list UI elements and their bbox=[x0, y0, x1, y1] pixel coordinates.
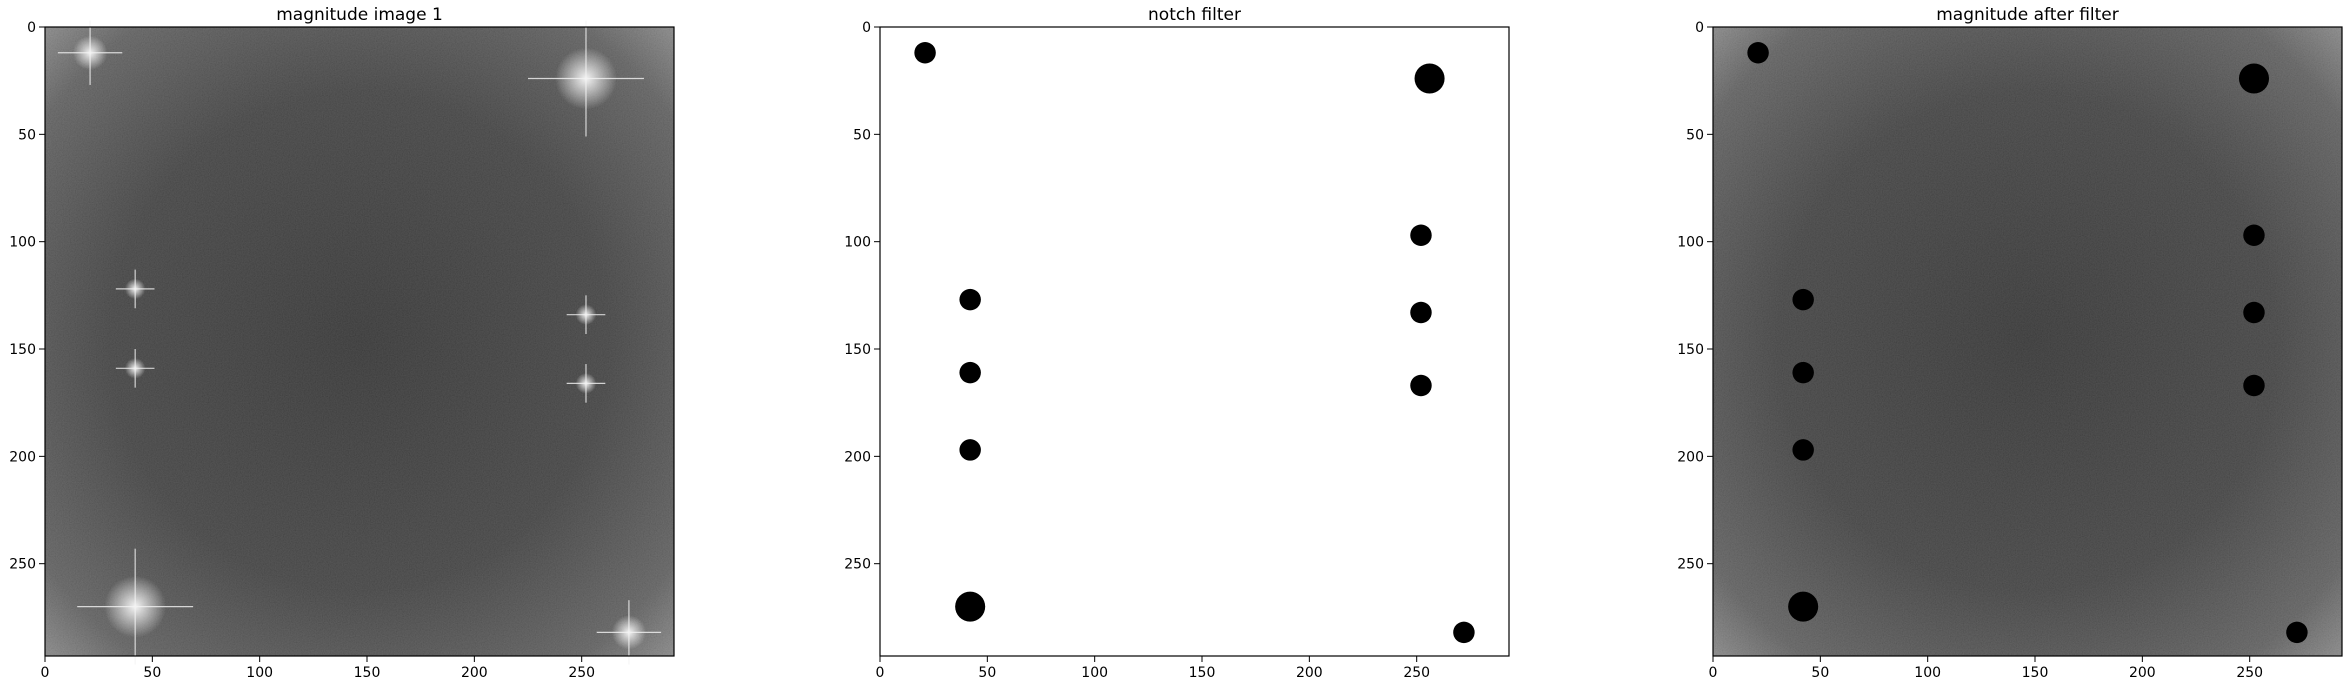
notch-disk bbox=[2243, 301, 2265, 324]
notch-disk bbox=[2243, 224, 2265, 246]
notch-disk bbox=[959, 361, 981, 384]
x-tick-label: 50 bbox=[143, 665, 161, 681]
y-tick-label: 100 bbox=[844, 235, 871, 251]
notch-disk bbox=[1792, 361, 1814, 384]
notch-disk bbox=[1453, 621, 1475, 644]
notch-disk bbox=[1792, 439, 1814, 461]
notch-disk bbox=[2286, 621, 2308, 644]
y-tick-label: 250 bbox=[1677, 557, 1704, 573]
notch-disk bbox=[914, 42, 936, 64]
panel-title: notch filter bbox=[1148, 5, 1241, 25]
y-tick-label: 0 bbox=[862, 20, 871, 36]
y-tick-label: 250 bbox=[844, 557, 871, 573]
x-tick-label: 0 bbox=[41, 665, 50, 681]
y-tick-label: 50 bbox=[1686, 127, 1704, 143]
x-tick-label: 200 bbox=[1296, 665, 1323, 681]
x-tick-label: 0 bbox=[1709, 665, 1718, 681]
y-tick-label: 100 bbox=[1677, 235, 1704, 251]
y-tick-label: 200 bbox=[844, 449, 871, 465]
notch-disk bbox=[1410, 301, 1432, 324]
x-tick-label: 150 bbox=[1189, 665, 1216, 681]
notch-disk bbox=[1792, 288, 1814, 311]
axes-frame bbox=[44, 26, 675, 657]
notch-disk bbox=[1410, 224, 1432, 246]
notch-disk bbox=[1414, 63, 1445, 94]
notch-disk bbox=[2238, 63, 2270, 94]
notch-disk bbox=[959, 288, 981, 311]
spectrum-grain bbox=[45, 27, 674, 656]
y-tick-label: 0 bbox=[1695, 20, 1704, 36]
notch-disk bbox=[959, 439, 981, 461]
x-tick-label: 150 bbox=[2022, 665, 2049, 681]
y-tick-label: 150 bbox=[844, 342, 871, 358]
x-tick-label: 100 bbox=[246, 665, 273, 681]
y-tick-label: 0 bbox=[27, 20, 36, 36]
x-tick-label: 200 bbox=[2129, 665, 2156, 681]
axes-frame bbox=[1712, 26, 2343, 657]
y-tick-label: 50 bbox=[853, 127, 871, 143]
y-tick-label: 250 bbox=[9, 557, 36, 573]
x-tick-label: 100 bbox=[1081, 665, 1108, 681]
x-tick-label: 250 bbox=[1403, 665, 1430, 681]
axes-frame bbox=[879, 26, 1510, 657]
x-tick-label: 50 bbox=[978, 665, 996, 681]
panel-notch-filter: notch filter 0 50 100 150 200 250 0 50 100 150 200 2… bbox=[844, 5, 1510, 681]
x-tick-label: 0 bbox=[876, 665, 885, 681]
notch-disk bbox=[1788, 591, 1819, 622]
panel-magnitude-after-filter: magnitude after filter 0 50 100 150 200 250 0 50… bbox=[1677, 5, 2343, 681]
y-tick-label: 50 bbox=[18, 127, 36, 143]
y-tick-label: 150 bbox=[9, 342, 36, 358]
filter-background bbox=[880, 27, 1509, 656]
x-tick-label: 50 bbox=[1811, 665, 1829, 681]
y-tick-label: 200 bbox=[1677, 449, 1704, 465]
panel-title: magnitude image 1 bbox=[276, 5, 443, 25]
panel-magnitude-image-1: magnitude image 1 0 50 100 150 200 250 0 50 100 15… bbox=[9, 5, 675, 681]
x-tick-label: 250 bbox=[568, 665, 595, 681]
y-tick-label: 200 bbox=[9, 449, 36, 465]
panel-title: magnitude after filter bbox=[1936, 5, 2119, 25]
x-tick-label: 200 bbox=[461, 665, 488, 681]
x-tick-label: 250 bbox=[2236, 665, 2263, 681]
y-tick-label: 150 bbox=[1677, 342, 1704, 358]
notch-disk bbox=[2243, 374, 2265, 397]
notch-disk bbox=[1747, 42, 1769, 64]
notch-disk bbox=[955, 591, 986, 622]
x-tick-label: 150 bbox=[354, 665, 381, 681]
x-tick-label: 100 bbox=[1914, 665, 1941, 681]
notch-disk bbox=[1410, 374, 1432, 397]
spectrum-grain bbox=[1713, 27, 2342, 656]
y-tick-label: 100 bbox=[9, 235, 36, 251]
